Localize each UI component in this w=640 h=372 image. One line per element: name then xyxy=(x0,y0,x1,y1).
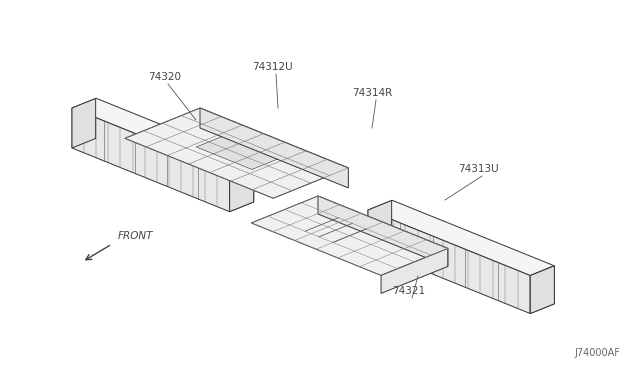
Text: 74321: 74321 xyxy=(392,286,425,296)
Polygon shape xyxy=(230,162,253,212)
Text: 74313U: 74313U xyxy=(458,164,499,174)
Polygon shape xyxy=(368,201,392,248)
Polygon shape xyxy=(196,137,277,169)
Polygon shape xyxy=(381,248,448,294)
Polygon shape xyxy=(200,108,348,188)
Text: J74000AF: J74000AF xyxy=(574,348,620,358)
Polygon shape xyxy=(531,266,554,314)
Polygon shape xyxy=(318,196,448,266)
Polygon shape xyxy=(72,108,230,212)
Text: 74320: 74320 xyxy=(148,72,181,82)
Text: 74312U: 74312U xyxy=(252,62,292,72)
Text: 74314R: 74314R xyxy=(352,88,392,98)
Polygon shape xyxy=(230,162,253,212)
Text: FRONT: FRONT xyxy=(118,231,154,241)
Polygon shape xyxy=(72,98,253,172)
Polygon shape xyxy=(72,99,95,148)
Polygon shape xyxy=(531,266,554,314)
Polygon shape xyxy=(368,210,531,314)
Polygon shape xyxy=(125,108,348,198)
Polygon shape xyxy=(368,200,554,276)
Polygon shape xyxy=(252,196,448,275)
